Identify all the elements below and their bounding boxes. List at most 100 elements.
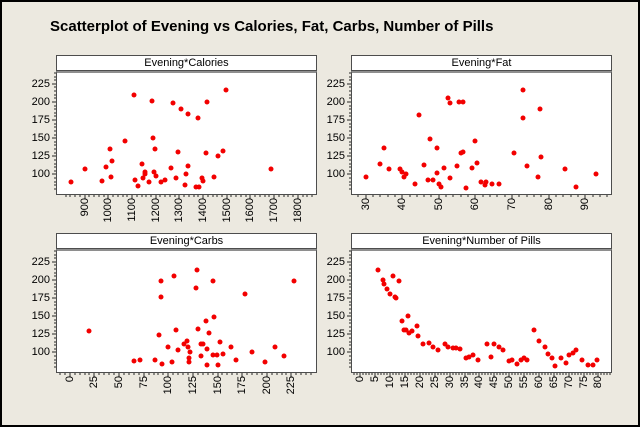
y-tick-label: 100	[326, 168, 345, 181]
x-major-tick	[118, 373, 120, 377]
y-minor-tick	[54, 72, 56, 74]
x-minor-tick	[499, 373, 501, 375]
x-minor-tick	[207, 373, 209, 375]
x-major-tick	[69, 373, 71, 377]
x-tick-label: 80	[592, 376, 605, 389]
y-minor-tick	[54, 293, 56, 295]
panel-title-evening-carbs: Evening*Carbs	[149, 235, 224, 247]
y-minor-tick	[54, 188, 56, 190]
y-minor-tick	[54, 283, 56, 285]
x-tick-label: 60	[469, 198, 482, 211]
x-minor-tick	[452, 195, 454, 197]
x-minor-tick	[287, 195, 289, 197]
x-minor-tick	[108, 373, 110, 375]
data-point	[409, 328, 415, 334]
data-point	[199, 175, 205, 181]
data-point	[149, 98, 155, 104]
x-tick-label: 1500	[220, 198, 233, 223]
x-minor-tick	[162, 373, 164, 375]
x-tick-label: 150	[211, 376, 224, 395]
x-major-tick	[584, 195, 586, 199]
x-major-tick	[155, 195, 157, 199]
x-minor-tick	[472, 373, 474, 375]
data-point	[375, 267, 381, 273]
data-point	[262, 359, 268, 365]
panel-evening-fat: Evening*Fat 30 40 50 60 70 80 90 100 125 150 175 20…	[327, 55, 612, 210]
x-minor-tick	[353, 373, 355, 375]
x-minor-tick	[98, 195, 100, 197]
x-minor-tick	[138, 373, 140, 375]
x-minor-tick	[145, 195, 147, 197]
y-minor-tick	[54, 308, 56, 310]
x-major-tick	[297, 195, 299, 199]
x-minor-tick	[193, 195, 195, 197]
data-point	[436, 181, 442, 187]
y-minor-tick	[349, 163, 351, 165]
x-minor-tick	[467, 373, 468, 375]
x-minor-tick	[365, 373, 367, 375]
x-major-tick	[359, 373, 361, 377]
y-minor-tick	[54, 344, 56, 346]
data-point	[585, 362, 591, 368]
data-point	[558, 355, 564, 361]
x-minor-tick	[455, 373, 457, 375]
x-major-tick	[93, 373, 95, 377]
y-minor-tick	[349, 286, 351, 288]
y-major-tick	[347, 333, 351, 335]
data-point	[496, 181, 502, 187]
x-minor-tick	[276, 373, 278, 375]
panel-header-evening-fat: Evening*Fat	[351, 55, 612, 71]
x-minor-tick	[169, 195, 171, 197]
data-point	[169, 359, 175, 365]
x-minor-tick	[565, 373, 567, 375]
y-minor-tick	[54, 108, 56, 110]
data-point	[524, 163, 530, 169]
x-minor-tick	[386, 373, 388, 375]
x-minor-tick	[133, 373, 135, 375]
data-point	[210, 352, 216, 358]
y-minor-tick	[349, 304, 351, 306]
data-point	[142, 169, 148, 175]
x-minor-tick	[64, 373, 66, 375]
x-major-tick	[401, 195, 403, 199]
x-minor-tick	[236, 373, 238, 375]
data-point	[463, 355, 469, 361]
data-point	[200, 341, 206, 347]
y-tick-label: 100	[326, 346, 345, 359]
x-major-tick	[548, 195, 550, 199]
y-minor-tick	[54, 130, 56, 132]
x-minor-tick	[409, 195, 410, 197]
y-minor-tick	[54, 359, 56, 361]
y-minor-tick	[349, 123, 351, 125]
data-point	[470, 352, 476, 358]
y-tick-label: 150	[326, 310, 345, 323]
x-major-tick	[553, 373, 555, 377]
x-tick-label: 35	[458, 376, 471, 389]
x-minor-tick	[600, 373, 602, 375]
data-point	[142, 171, 148, 177]
x-tick-label: 75	[577, 376, 590, 389]
x-minor-tick	[392, 373, 394, 375]
x-major-tick	[389, 373, 391, 377]
panel-header-evening-number-of-pills: Evening*Number of Pills	[351, 233, 612, 249]
y-minor-tick	[54, 123, 56, 125]
x-minor-tick	[256, 373, 258, 375]
x-minor-tick	[505, 373, 507, 375]
x-minor-tick	[202, 373, 204, 375]
data-point	[566, 352, 572, 358]
y-minor-tick	[349, 359, 351, 361]
data-point	[139, 161, 145, 167]
x-minor-tick	[518, 195, 520, 197]
x-minor-tick	[410, 373, 412, 375]
y-minor-tick	[349, 72, 351, 74]
x-minor-tick	[592, 195, 594, 197]
data-point	[405, 313, 411, 319]
x-major-tick	[434, 373, 436, 377]
y-minor-tick	[54, 330, 56, 332]
x-minor-tick	[251, 373, 253, 375]
x-major-tick	[131, 195, 133, 199]
y-minor-tick	[349, 366, 351, 368]
y-minor-tick	[349, 152, 351, 154]
data-point	[460, 149, 466, 155]
x-minor-tick	[148, 373, 150, 375]
